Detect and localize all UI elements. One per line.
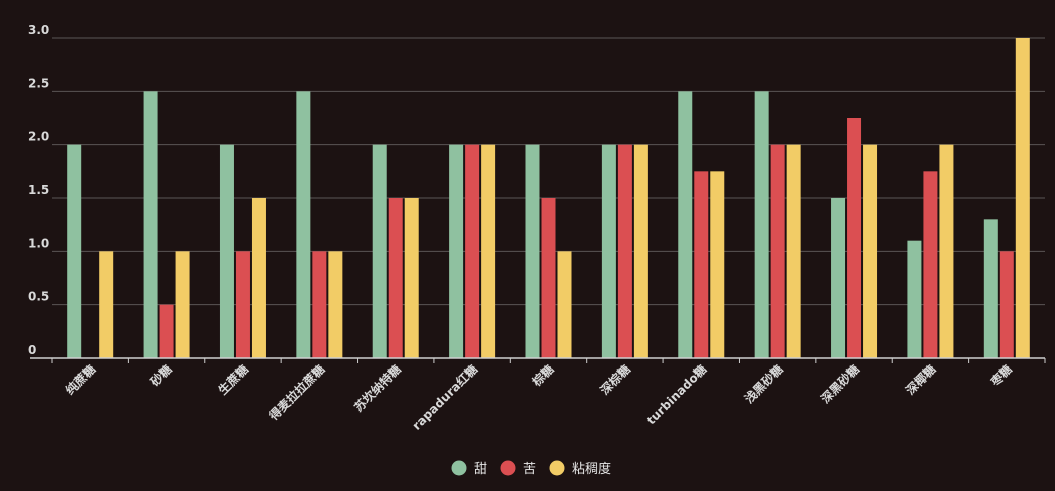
bar-3-12 <box>939 144 954 358</box>
x-tick-label: 纯蔗糖 <box>62 362 98 398</box>
bar-2-4 <box>312 251 327 358</box>
x-tick-label: 苏坎纳特糖 <box>351 362 404 415</box>
x-tick-label: 得麦拉拉蔗糖 <box>265 362 327 424</box>
bar-2-7 <box>541 198 556 358</box>
x-tick-label: 深黑砂糖 <box>818 362 863 407</box>
legend-swatch <box>500 460 516 476</box>
x-tick-label: turbinado糖 <box>643 362 709 428</box>
bar-1-5 <box>372 144 387 358</box>
x-tick-label: 枣糖 <box>987 362 1015 390</box>
bar-1-3 <box>219 144 234 358</box>
bar-1-13 <box>983 219 998 358</box>
x-tick-label: 棕糖 <box>528 362 556 390</box>
bar-3-8 <box>633 144 648 358</box>
bars <box>67 38 1030 358</box>
bar-2-3 <box>235 251 250 358</box>
y-tick-label: 1.0 <box>28 236 49 250</box>
bar-3-9 <box>710 171 725 358</box>
bar-2-2 <box>159 304 174 358</box>
bar-3-6 <box>481 144 496 358</box>
bar-1-8 <box>601 144 616 358</box>
y-tick-label: 1.5 <box>28 183 49 197</box>
x-tick-label: 砂糖 <box>146 362 174 390</box>
bar-3-7 <box>557 251 572 358</box>
bar-1-11 <box>831 198 846 358</box>
legend-item-2[interactable]: 苦 <box>500 460 537 478</box>
bar-1-12 <box>907 240 922 358</box>
x-tick-label: 深椰糖 <box>902 362 938 398</box>
bar-3-2 <box>175 251 190 358</box>
bar-2-12 <box>923 171 938 358</box>
x-tick-label: 深棕糖 <box>597 362 633 398</box>
legend[interactable]: 甜 苦 粘稠度 <box>451 460 612 478</box>
bar-1-6 <box>449 144 464 358</box>
bar-1-2 <box>143 91 158 358</box>
legend-swatch <box>451 460 467 476</box>
bar-1-9 <box>678 91 693 358</box>
bar-3-3 <box>251 198 266 358</box>
legend-label: 甜 <box>474 461 487 477</box>
bar-2-11 <box>847 118 862 358</box>
legend-item-1[interactable]: 甜 <box>451 460 488 478</box>
y-axis-ticks: 0 0.5 1.0 1.5 2.0 2.5 3.0 <box>28 23 49 357</box>
bar-3-10 <box>786 144 801 358</box>
bar-1-7 <box>525 144 540 358</box>
bar-3-4 <box>328 251 343 358</box>
bar-3-1 <box>99 251 114 358</box>
x-tick-label: 浅黑砂糖 <box>741 362 786 407</box>
bar-2-10 <box>770 144 785 358</box>
y-tick-label: 3.0 <box>28 23 49 37</box>
y-tick-label: 2.0 <box>28 130 49 144</box>
bar-3-11 <box>863 144 878 358</box>
y-tick-label: 0 <box>28 343 36 357</box>
bar-2-9 <box>694 171 709 358</box>
x-tick-label: rapadura红糖 <box>409 362 480 433</box>
y-tick-label: 2.5 <box>28 76 49 90</box>
bar-2-13 <box>999 251 1014 358</box>
bar-3-5 <box>404 198 419 358</box>
bar-1-4 <box>296 91 311 358</box>
bar-1-10 <box>754 91 769 358</box>
x-axis-ticks: 纯蔗糖 砂糖 生蔗糖 得麦拉拉蔗糖 苏坎纳特糖 rapadura红糖 棕糖 深棕糖 turbin… <box>62 362 1015 433</box>
bar-2-8 <box>617 144 632 358</box>
x-tick-label: 生蔗糖 <box>215 362 251 398</box>
bar-2-6 <box>465 144 480 358</box>
legend-label: 粘稠度 <box>572 461 611 477</box>
legend-swatch <box>549 460 565 476</box>
bar-1-1 <box>67 144 82 358</box>
y-tick-label: 0.5 <box>28 290 49 304</box>
legend-item-3[interactable]: 粘稠度 <box>549 460 612 478</box>
bar-2-5 <box>388 198 403 358</box>
legend-label: 苦 <box>523 461 536 477</box>
x-axis <box>30 357 1046 363</box>
bar-3-13 <box>1015 38 1030 358</box>
